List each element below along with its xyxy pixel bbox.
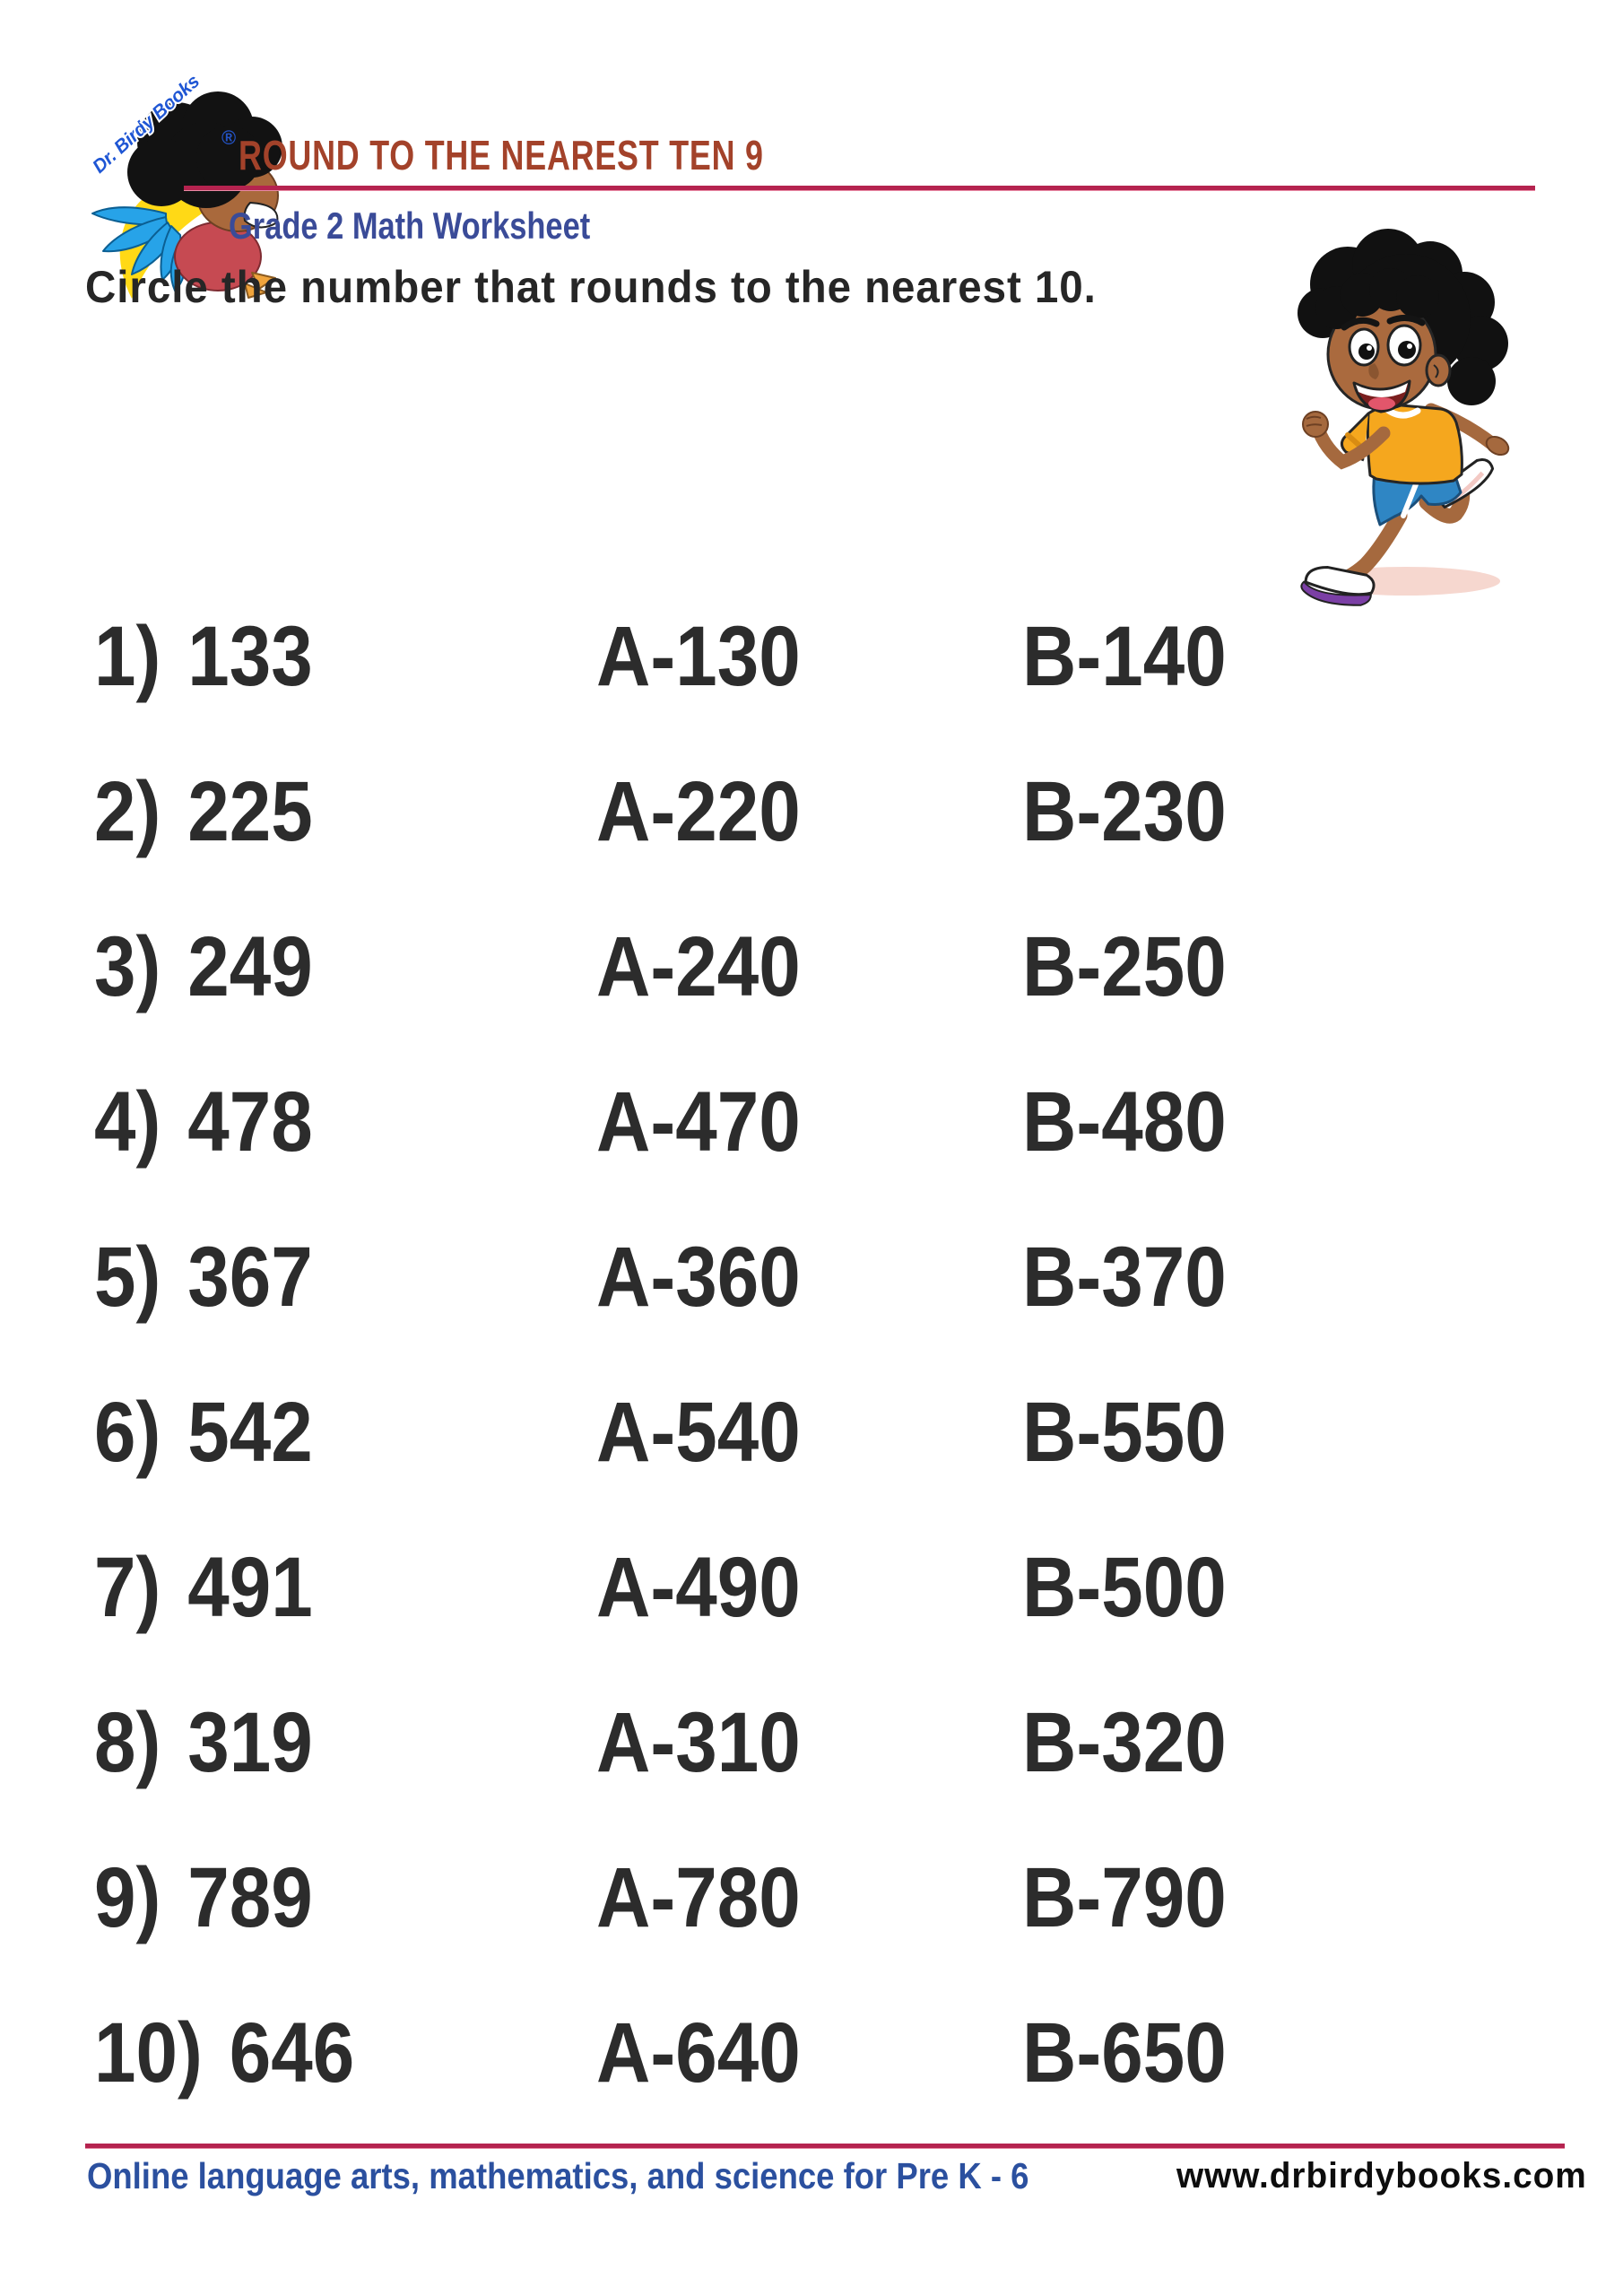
- problem-value: 319: [187, 1695, 313, 1790]
- problem-number: 6) 542: [94, 1390, 313, 1475]
- problem-value: 789: [187, 1850, 313, 1945]
- problem-value: 133: [187, 609, 313, 704]
- option-b: B-370: [1022, 1230, 1227, 1325]
- option-b: B-250: [1022, 919, 1227, 1014]
- option-a: A-640: [596, 2005, 801, 2100]
- page-subtitle: Grade 2 Math Worksheet: [229, 204, 591, 247]
- problem-label: 10): [94, 2005, 203, 2100]
- option-b: B-790: [1022, 1850, 1227, 1945]
- instruction-text: Circle the number that rounds to the nea…: [85, 262, 1097, 312]
- option-b: B-320: [1022, 1695, 1227, 1790]
- problem-row: 10) 646 A-640 B-650: [0, 2011, 1623, 2099]
- problem-label: 3): [94, 919, 161, 1014]
- problem-value: 249: [187, 919, 313, 1014]
- problem-row: 2) 225 A-220 B-230: [0, 770, 1623, 857]
- option-b: B-230: [1022, 764, 1227, 859]
- dr-birdy-books-logo: Dr. Birdy Books: [76, 69, 282, 303]
- option-a: A-220: [596, 764, 801, 859]
- option-a: A-540: [596, 1385, 801, 1480]
- problem-number: 1) 133: [94, 614, 313, 700]
- problem-row: 6) 542 A-540 B-550: [0, 1390, 1623, 1478]
- option-a: A-310: [596, 1695, 801, 1790]
- option-a: A-470: [596, 1074, 801, 1170]
- option-a: A-240: [596, 919, 801, 1014]
- problem-number: 9) 789: [94, 1856, 313, 1941]
- problem-number: 4) 478: [94, 1080, 313, 1165]
- problem-row: 1) 133 A-130 B-140: [0, 614, 1623, 702]
- problem-label: 6): [94, 1385, 161, 1480]
- option-a: A-360: [596, 1230, 801, 1325]
- running-boy-illustration: [1240, 220, 1623, 610]
- problem-value: 478: [187, 1074, 313, 1170]
- problem-label: 9): [94, 1850, 161, 1945]
- option-b: B-480: [1022, 1074, 1227, 1170]
- problem-value: 491: [187, 1540, 313, 1635]
- problem-number: 10) 646: [94, 2011, 354, 2096]
- option-b: B-550: [1022, 1385, 1227, 1480]
- problem-value: 646: [229, 2005, 355, 2100]
- option-b: B-650: [1022, 2005, 1227, 2100]
- problem-row: 8) 319 A-310 B-320: [0, 1700, 1623, 1788]
- option-a: A-780: [596, 1850, 801, 1945]
- option-b: B-500: [1022, 1540, 1227, 1635]
- problem-number: 3) 249: [94, 925, 313, 1010]
- problem-row: 4) 478 A-470 B-480: [0, 1080, 1623, 1168]
- header-divider-line: [184, 186, 1535, 190]
- problem-value: 367: [187, 1230, 313, 1325]
- option-a: A-130: [596, 609, 801, 704]
- problem-value: 542: [187, 1385, 313, 1480]
- footer-website-link[interactable]: www.drbirdybooks.com: [1176, 2156, 1587, 2196]
- problem-number: 7) 491: [94, 1545, 313, 1631]
- footer-divider-line: [85, 2144, 1565, 2148]
- problem-row: 7) 491 A-490 B-500: [0, 1545, 1623, 1633]
- logo-bird-icon: Dr. Birdy Books: [87, 69, 282, 299]
- problem-label: 1): [94, 609, 161, 704]
- option-b: B-140: [1022, 609, 1227, 704]
- problem-number: 2) 225: [94, 770, 313, 855]
- page-title: ROUND TO THE NEAREST TEN 9: [239, 132, 764, 178]
- problem-label: 5): [94, 1230, 161, 1325]
- problem-label: 8): [94, 1695, 161, 1790]
- problem-number: 8) 319: [94, 1700, 313, 1786]
- problem-label: 7): [94, 1540, 161, 1635]
- problem-row: 5) 367 A-360 B-370: [0, 1235, 1623, 1323]
- option-a: A-490: [596, 1540, 801, 1635]
- problem-row: 9) 789 A-780 B-790: [0, 1856, 1623, 1944]
- problem-label: 4): [94, 1074, 161, 1170]
- problem-label: 2): [94, 764, 161, 859]
- running-boy-icon: [1298, 229, 1510, 606]
- footer-tagline: Online language arts, mathematics, and s…: [87, 2155, 1029, 2196]
- problem-row: 3) 249 A-240 B-250: [0, 925, 1623, 1013]
- problem-value: 225: [187, 764, 313, 859]
- problem-number: 5) 367: [94, 1235, 313, 1320]
- registered-trademark-mark: ®: [221, 126, 237, 149]
